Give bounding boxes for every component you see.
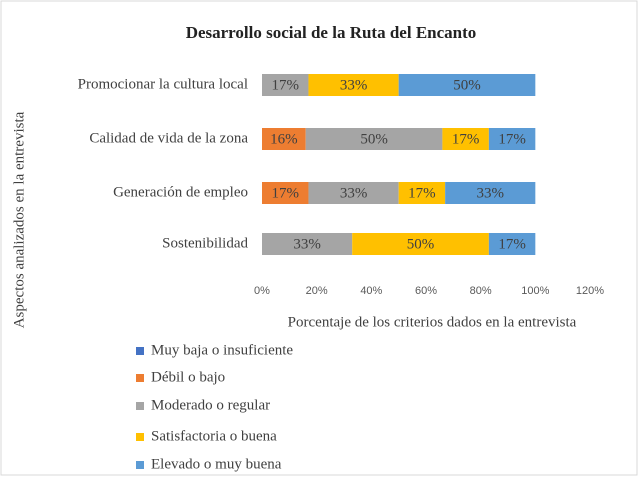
data-label: 17%: [271, 185, 299, 201]
data-label: 33%: [340, 77, 368, 93]
x-tick-label: 80%: [470, 285, 492, 297]
x-tick-label: 20%: [306, 285, 328, 297]
legend-swatch: [136, 347, 144, 355]
legend-label: Moderado o regular: [151, 397, 270, 413]
legend-label: Satisfactoria o buena: [151, 428, 277, 444]
chart-title: Desarrollo social de la Ruta del Encanto: [186, 23, 477, 42]
y-tick-label: Generación de empleo: [113, 184, 248, 200]
data-label: 17%: [498, 236, 526, 252]
data-label: 17%: [408, 185, 436, 201]
data-label: 33%: [293, 236, 321, 252]
bar-segment: [308, 182, 399, 204]
bar-segment: [442, 128, 489, 150]
bar-segment: [308, 74, 399, 96]
x-axis-title: Porcentaje de los criterios dados en la …: [288, 314, 577, 330]
x-tick-label: 0%: [254, 285, 270, 297]
bar-segment: [262, 182, 309, 204]
bar-segment: [398, 74, 536, 96]
legend-swatch: [136, 433, 144, 441]
data-label: 33%: [476, 185, 504, 201]
x-tick-label: 120%: [576, 285, 604, 297]
y-axis-title: Aspectos analizados en la entrevista: [11, 111, 27, 328]
data-label: 17%: [452, 131, 480, 147]
bar-segment: [262, 128, 306, 150]
x-tick-label: 40%: [360, 285, 382, 297]
y-tick-label: Calidad de vida de la zona: [89, 130, 248, 146]
data-label: 17%: [498, 131, 526, 147]
data-label: 50%: [453, 77, 481, 93]
legend-swatch: [136, 402, 144, 410]
legend-swatch: [136, 461, 144, 469]
bar-segment: [398, 182, 446, 204]
bar-segment: [445, 182, 536, 204]
x-tick-label: 100%: [521, 285, 549, 297]
legend-swatch: [136, 374, 144, 382]
data-label: 17%: [271, 77, 299, 93]
bar-segment: [262, 74, 309, 96]
data-label: 50%: [360, 131, 388, 147]
bar-segment: [488, 128, 536, 150]
legend-label: Muy baja o insuficiente: [151, 342, 293, 358]
bar-segment: [305, 128, 443, 150]
data-label: 33%: [340, 185, 368, 201]
bar-segment: [488, 233, 536, 255]
data-label: 16%: [270, 131, 298, 147]
bar-segment: [352, 233, 489, 255]
y-tick-label: Sostenibilidad: [162, 235, 248, 251]
bar-segment: [262, 233, 353, 255]
legend-label: Débil o bajo: [151, 369, 225, 385]
x-tick-label: 60%: [415, 285, 437, 297]
y-tick-label: Promocionar la cultura local: [78, 76, 248, 92]
legend-label: Elevado o muy buena: [151, 456, 282, 472]
data-label: 50%: [407, 236, 435, 252]
